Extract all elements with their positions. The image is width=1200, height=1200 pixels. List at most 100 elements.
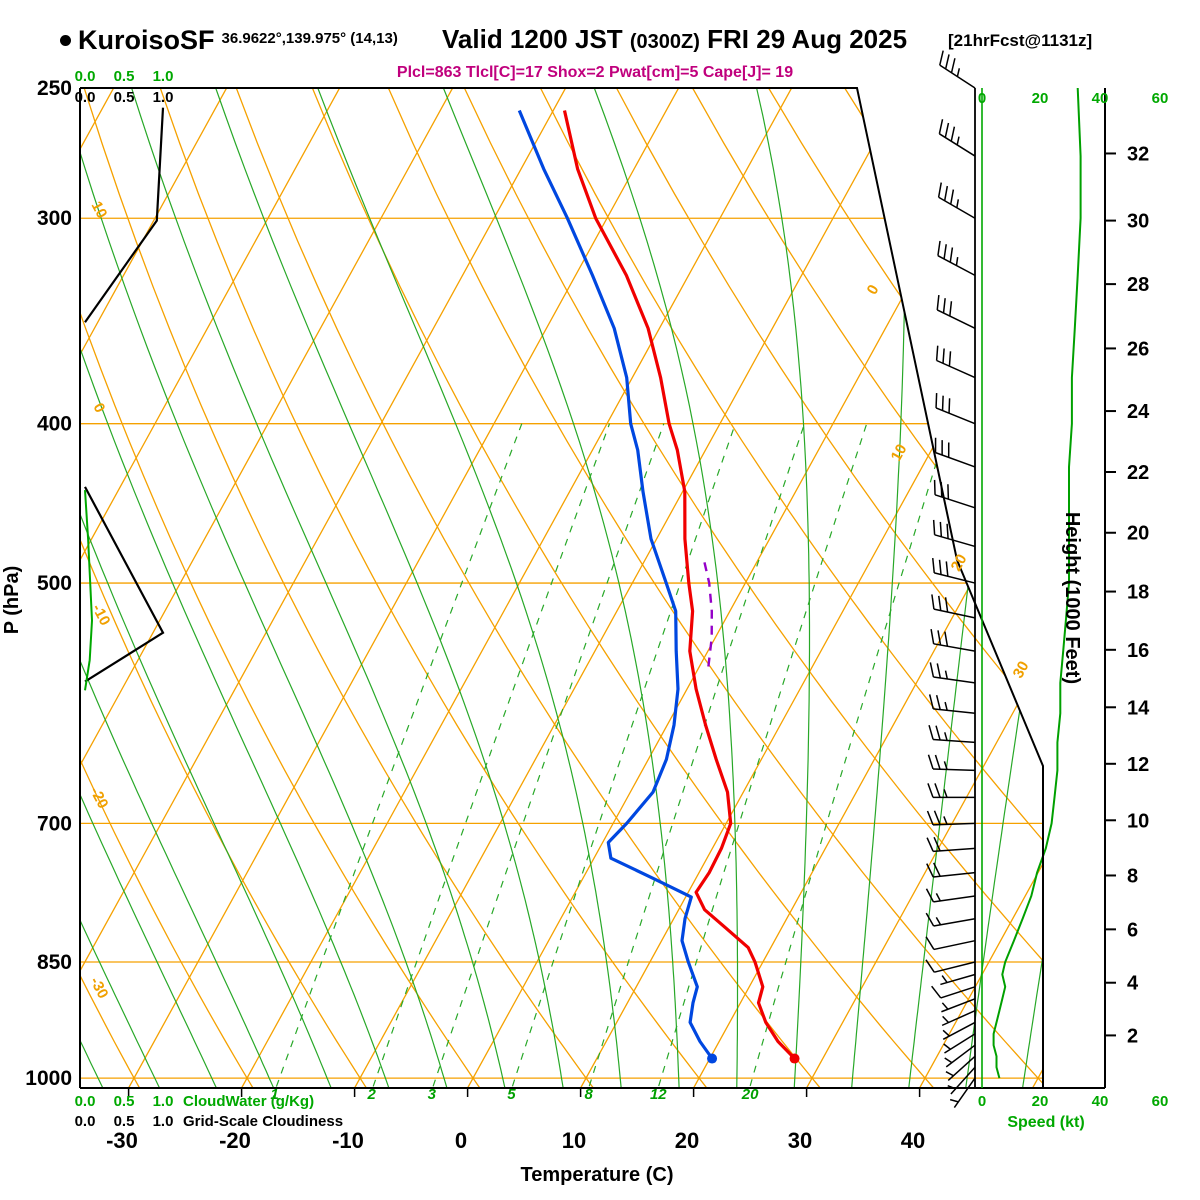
svg-text:300: 300 xyxy=(37,207,72,230)
svg-text:1.0: 1.0 xyxy=(153,68,174,85)
svg-text:1.0: 1.0 xyxy=(153,89,174,106)
svg-text:0: 0 xyxy=(978,90,986,107)
svg-text:40: 40 xyxy=(1092,1093,1109,1110)
svg-text:400: 400 xyxy=(37,413,72,436)
svg-text:12: 12 xyxy=(650,1086,667,1103)
surface-dewp-dot xyxy=(707,1053,718,1064)
svg-text:0: 0 xyxy=(864,282,883,298)
valid-date: FRI 29 Aug 2025 xyxy=(699,24,908,54)
svg-text:40: 40 xyxy=(1092,90,1109,107)
svg-text:250: 250 xyxy=(37,77,72,100)
svg-text:16: 16 xyxy=(1127,640,1149,662)
svg-text:0.0: 0.0 xyxy=(75,68,96,85)
svg-text:0: 0 xyxy=(455,1128,467,1153)
mid-cloudiness-trace xyxy=(84,486,165,683)
svg-text:3: 3 xyxy=(428,1086,437,1103)
cloudwater-trace xyxy=(84,490,94,691)
svg-text:Temperature (C): Temperature (C) xyxy=(521,1164,674,1186)
svg-text:20: 20 xyxy=(1032,90,1049,107)
svg-text:60: 60 xyxy=(1152,90,1169,107)
svg-text:2: 2 xyxy=(366,1086,376,1103)
svg-text:32: 32 xyxy=(1127,143,1149,165)
svg-text:0.0: 0.0 xyxy=(75,1093,96,1110)
svg-text:0.5: 0.5 xyxy=(114,1113,135,1130)
station-name: KuroisoSF xyxy=(78,25,215,55)
cloudiness-profiles xyxy=(84,107,165,691)
svg-text:6: 6 xyxy=(1127,919,1138,941)
valid-prefix: Valid 1200 JST xyxy=(442,24,630,54)
svg-text:24: 24 xyxy=(1127,401,1150,423)
svg-text:1.0: 1.0 xyxy=(153,1093,174,1110)
svg-text:500: 500 xyxy=(37,572,72,595)
svg-text:-20: -20 xyxy=(219,1128,251,1153)
plot-border xyxy=(79,87,1105,1089)
svg-text:Grid-Scale Cloudiness: Grid-Scale Cloudiness xyxy=(183,1113,343,1130)
svg-text:P (hPa): P (hPa) xyxy=(1,566,23,635)
svg-text:20: 20 xyxy=(948,551,971,574)
svg-text:-30: -30 xyxy=(106,1128,138,1153)
svg-text:1: 1 xyxy=(270,1086,278,1103)
svg-text:Height (1000 Feet): Height (1000 Feet) xyxy=(1061,512,1083,684)
upper-cloudiness-trace xyxy=(84,107,165,323)
svg-text:30: 30 xyxy=(788,1128,812,1153)
station-block: KuroisoSF 36.9622°,139.975° (14,13) xyxy=(60,25,398,56)
svg-text:0.5: 0.5 xyxy=(114,89,135,106)
svg-text:14: 14 xyxy=(1127,697,1150,719)
svg-text:10: 10 xyxy=(1127,810,1149,832)
dewpoint-trace xyxy=(517,109,714,1060)
temperature-trace xyxy=(562,110,796,1060)
svg-text:1.0: 1.0 xyxy=(153,1113,174,1130)
surface-temp-dot xyxy=(789,1053,800,1064)
wind-barbs xyxy=(925,50,976,1109)
svg-text:8: 8 xyxy=(584,1086,593,1103)
svg-text:850: 850 xyxy=(37,951,72,974)
svg-text:Speed (kt): Speed (kt) xyxy=(1007,1114,1084,1131)
svg-text:5: 5 xyxy=(507,1086,516,1103)
station-dot-icon xyxy=(60,35,71,46)
svg-text:8: 8 xyxy=(1127,865,1138,887)
svg-text:26: 26 xyxy=(1127,338,1149,360)
svg-text:0.0: 0.0 xyxy=(75,1113,96,1130)
parcel-trace xyxy=(702,559,714,667)
svg-text:4: 4 xyxy=(1127,973,1139,995)
station-coords: 36.9622°,139.975° (14,13) xyxy=(221,30,398,47)
svg-text:700: 700 xyxy=(37,812,72,835)
svg-text:CloudWater (g/Kg): CloudWater (g/Kg) xyxy=(183,1093,314,1110)
valid-time: Valid 1200 JST (0300Z) FRI 29 Aug 2025 xyxy=(442,24,907,55)
svg-text:30: 30 xyxy=(1127,211,1149,233)
svg-text:0.0: 0.0 xyxy=(75,89,96,106)
svg-text:0.5: 0.5 xyxy=(114,68,135,85)
svg-text:0: 0 xyxy=(90,400,109,415)
svg-text:0.5: 0.5 xyxy=(114,1093,135,1110)
svg-text:1000: 1000 xyxy=(25,1067,72,1090)
svg-text:28: 28 xyxy=(1127,274,1149,296)
moist-adiabats xyxy=(80,88,1043,1088)
valid-zulu: (0300Z) xyxy=(629,31,700,53)
svg-text:40: 40 xyxy=(901,1128,925,1153)
forecast-hour: [21hrFcst@1131z] xyxy=(948,31,1093,50)
mixing-ratio-lines xyxy=(266,423,950,1088)
svg-text:10: 10 xyxy=(888,441,911,464)
svg-text:22: 22 xyxy=(1127,462,1149,484)
svg-text:12: 12 xyxy=(1127,754,1149,776)
svg-text:0: 0 xyxy=(978,1093,986,1110)
svg-text:20: 20 xyxy=(675,1128,699,1153)
mixing-ratio-labels: 1 2 3 5 8 12 20 xyxy=(270,1086,759,1103)
wind-speed-profile xyxy=(992,87,1082,1079)
sounding-traces xyxy=(517,109,800,1064)
svg-text:18: 18 xyxy=(1127,582,1149,604)
svg-text:60: 60 xyxy=(1152,1093,1169,1110)
svg-text:30: 30 xyxy=(1010,658,1033,681)
stability-indices: Plcl=863 Tlcl[C]=17 Shox=2 Pwat[cm]=5 Ca… xyxy=(396,64,794,81)
svg-text:2: 2 xyxy=(1127,1025,1138,1047)
chart-header: KuroisoSF 36.9622°,139.975° (14,13) Vali… xyxy=(0,0,1200,90)
svg-text:-10: -10 xyxy=(332,1128,364,1153)
svg-text:20: 20 xyxy=(741,1086,759,1103)
svg-text:20: 20 xyxy=(1127,523,1149,545)
svg-text:-20: -20 xyxy=(86,784,111,811)
svg-text:10: 10 xyxy=(562,1128,586,1153)
svg-text:20: 20 xyxy=(1032,1093,1049,1110)
